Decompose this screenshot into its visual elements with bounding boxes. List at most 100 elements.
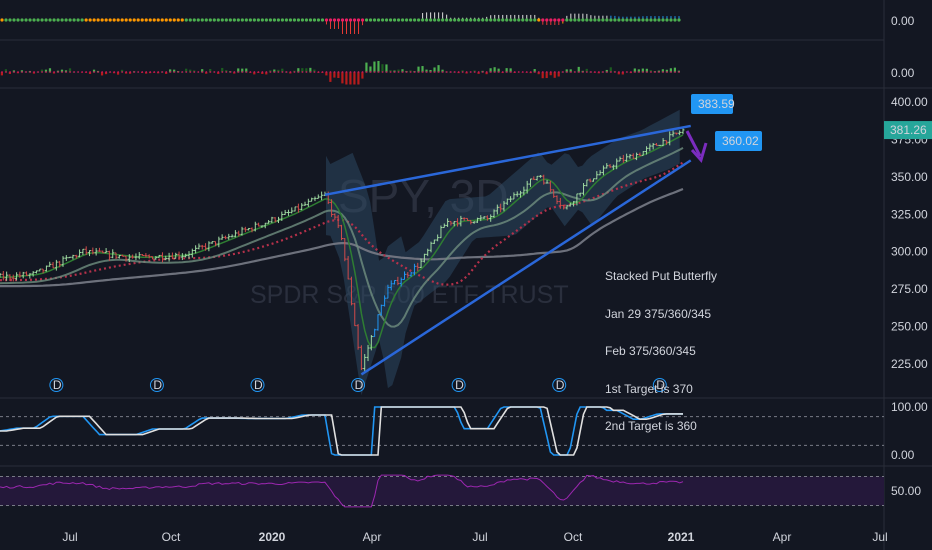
oscillator-dot [16,18,20,22]
zero-dot [297,71,300,73]
oscillator-dot [156,18,160,22]
histogram-bar [325,72,328,76]
oscillator-2-ytick: 0.00 [891,66,915,80]
oscillator-dot [200,18,204,22]
oscillator-dot [52,18,56,22]
oscillator-dot [445,18,449,22]
oscillator-dot [20,18,24,22]
oscillator-dot [304,18,309,22]
histogram-bar [377,60,380,73]
zero-dot [573,71,576,73]
histogram-bar [485,72,488,75]
dividend-label: D [656,378,665,392]
dividend-label: D [153,378,162,392]
price-ytick: 275.00 [891,282,928,296]
oscillator-dot [601,18,605,22]
oscillator-dot [240,18,244,22]
zero-dot [666,71,668,73]
histogram-bar [369,66,372,73]
oscillator-dot [549,18,553,22]
oscillator-dot [8,18,12,22]
histogram-bar [100,72,104,76]
oscillator-dot [437,18,441,22]
histogram-bar [209,69,212,73]
zero-dot [457,71,460,73]
time-xtick: Jul [472,530,487,544]
trade-note: Stacked Put Butterfly Jan 29 375/360/345… [605,245,717,445]
zero-dot [53,71,55,73]
zero-dot [605,71,608,73]
histogram-bar [557,72,560,77]
zero-dot [157,71,160,73]
oscillator-dot [96,18,100,22]
oscillator-dot [224,18,228,22]
oscillator-dot [525,18,529,22]
dividend-label: D [53,378,62,392]
histogram-bar [253,72,256,75]
oscillator-dot [457,18,461,22]
oscillator-pane-1: 0.00 [0,12,915,34]
oscillator-dot [609,18,613,22]
oscillator-dot [256,18,260,22]
zero-dot [25,71,27,73]
histogram-bar [645,68,648,73]
zero-dot [9,71,11,73]
price-ytick: 400.00 [891,95,928,109]
price-ytick: 325.00 [891,207,928,221]
zero-dot [626,71,628,73]
zero-dot [261,71,264,73]
histogram-bar [173,69,176,73]
zero-dot [73,71,76,73]
oscillator-dot [521,18,525,22]
oscillator-dot [517,18,521,22]
oscillator-dot [188,18,192,22]
oscillator-dot [529,18,533,22]
stochastic-pane [0,406,884,456]
dividend-marker [250,378,265,392]
zero-dot [497,71,500,73]
oscillator-dot [192,18,196,22]
dividend-label: D [254,378,263,392]
zero-dot [301,71,304,73]
oscillator-dot [376,18,381,22]
zero-dot [565,71,568,73]
oscillator-dot [396,18,401,22]
histogram-bar [60,69,64,73]
zero-dot [642,71,644,73]
zero-dot [361,71,364,73]
oscillator-dot [400,18,405,22]
oscillator-dot [324,18,329,22]
oscillator-dot [653,18,657,22]
rsi-band [0,476,884,506]
zero-dot [365,71,368,73]
zero-dot [429,71,432,73]
histogram-bar [221,67,224,73]
histogram-bar [201,69,204,73]
oscillator-dot [409,18,413,22]
zero-dot [329,71,332,73]
zero-dot [662,71,664,73]
zero-dot [509,71,512,73]
oscillator-dot [513,18,517,22]
zero-dot [389,71,392,73]
oscillator-dot [469,18,473,22]
oscillator-dot [380,18,385,22]
zero-dot [409,71,412,73]
time-xtick: Apr [363,530,382,544]
histogram-bar [425,69,428,73]
zero-dot [541,71,544,73]
histogram-bar [169,69,172,73]
zero-dot [169,71,172,73]
oscillator-dot [308,18,313,22]
oscillator-dot [433,18,437,22]
histogram-bar [309,67,312,73]
callout-label-upper: 383.59 [698,97,735,111]
histogram-bar [313,69,316,73]
histogram-bar [609,67,612,73]
dividend-marker [652,378,667,392]
stoch-d-line [0,406,683,456]
wedge-upper-line [324,124,691,197]
zero-dot [513,71,516,73]
zero-dot [638,71,640,73]
histogram-bar [341,72,344,84]
